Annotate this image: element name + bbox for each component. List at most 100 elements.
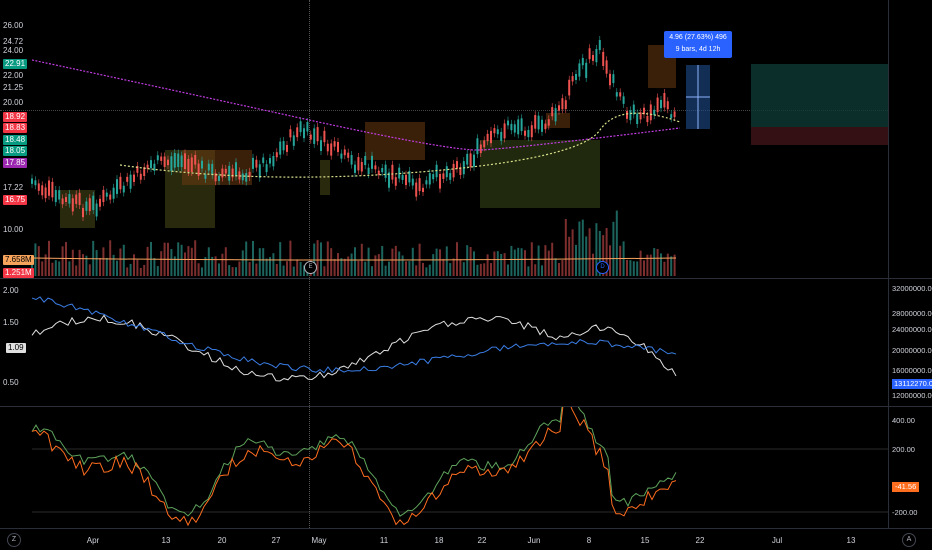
volume-bar	[54, 260, 57, 276]
volume-bar	[279, 242, 282, 276]
candle-body	[78, 192, 81, 205]
candle-body	[255, 159, 258, 168]
volume-bar	[401, 255, 404, 276]
volume-bar	[615, 210, 618, 276]
volume-bar	[405, 261, 407, 276]
auto-scale-button[interactable]: A	[902, 533, 916, 547]
candle-body	[391, 164, 394, 180]
candle-body	[109, 194, 112, 200]
candle-body	[68, 194, 71, 204]
volume-bar	[354, 247, 356, 276]
candle-body	[309, 134, 312, 140]
candle-body	[615, 92, 618, 97]
pane-separator-1[interactable]	[0, 278, 932, 279]
volume-bar	[126, 267, 129, 276]
candle-body	[313, 128, 316, 144]
volume-bar	[218, 263, 220, 276]
candle-body	[415, 182, 418, 197]
price-badge: 18.05	[3, 146, 28, 156]
volume-bar	[184, 252, 186, 276]
volume-bar	[112, 254, 115, 276]
candle-body	[354, 164, 356, 173]
volume-bar	[520, 248, 523, 276]
volume-bar	[129, 263, 132, 276]
volume-bar	[320, 242, 322, 276]
candle-body	[411, 178, 414, 186]
volume-bar	[146, 246, 149, 276]
price-tick: 24.00	[3, 46, 24, 55]
candle-body	[619, 92, 622, 97]
measure-tooltip: 4.96 (27.63%) 496 9 bars, 4d 12h	[664, 31, 732, 58]
earnings-event-marker[interactable]: E	[304, 261, 317, 274]
candle-body	[408, 170, 411, 183]
time-axis-label: 22	[477, 536, 487, 545]
price-badge: 18.83	[3, 123, 28, 133]
pane2-left-tick: 0.50	[3, 378, 19, 387]
candle-body	[269, 158, 271, 164]
candle-body	[483, 140, 486, 148]
volume-bar	[109, 240, 112, 276]
volume-bar	[170, 249, 173, 276]
candle-body	[636, 113, 639, 125]
candle-body	[184, 153, 186, 170]
volume-line	[31, 296, 677, 374]
volume-ma-line	[31, 257, 677, 261]
candle-body	[136, 166, 139, 173]
candle-body	[153, 163, 156, 171]
candle-body	[469, 153, 472, 168]
target-zone	[751, 64, 888, 127]
candle-body	[221, 168, 224, 178]
volume-bar	[636, 261, 639, 276]
candle-body	[228, 165, 231, 181]
volume-bar	[547, 250, 550, 276]
price-chart-pane[interactable]	[0, 0, 888, 278]
candle-body	[479, 144, 482, 154]
candle-body	[129, 174, 132, 189]
indicator-pane-volume-ratio[interactable]	[0, 279, 888, 406]
volume-bar	[248, 262, 251, 276]
volume-bar	[235, 267, 237, 276]
volume-bar	[272, 253, 275, 276]
volume-bar	[119, 248, 122, 276]
zone-box	[365, 122, 425, 160]
time-axis-label: May	[311, 536, 327, 545]
volume-bar	[292, 266, 295, 276]
candle-body	[653, 109, 656, 116]
volume-bar	[588, 228, 591, 276]
volume-bar	[68, 261, 71, 276]
volume-bar	[558, 262, 560, 276]
volume-bar	[156, 266, 159, 276]
candle-body	[112, 187, 115, 199]
volume-bar	[513, 249, 516, 276]
candle-body	[48, 180, 50, 196]
volume-bar	[44, 254, 47, 276]
volume-bar	[629, 260, 632, 276]
volume-bar	[398, 251, 401, 276]
candle-body	[558, 105, 560, 111]
volume-bar	[105, 257, 108, 276]
volume-bar	[88, 264, 91, 276]
pane2-right-tick: 12000000.00	[892, 391, 932, 400]
indicator-pane-cci[interactable]	[0, 407, 888, 528]
candle-body	[289, 129, 292, 138]
volume-bar	[632, 261, 635, 276]
candle-body	[245, 173, 248, 182]
volume-bar	[456, 242, 458, 276]
candle-body	[425, 180, 428, 185]
candle-body	[187, 158, 190, 172]
dividend-event-marker[interactable]: D	[596, 261, 609, 274]
volume-bar	[541, 265, 543, 276]
volume-bar	[476, 264, 479, 276]
volume-bar	[585, 236, 588, 276]
volume-bar	[133, 254, 135, 276]
volume-bar	[374, 255, 377, 276]
candle-body	[632, 104, 635, 115]
timezone-button[interactable]: Z	[7, 533, 21, 547]
pane-separator-2[interactable]	[0, 406, 932, 407]
volume-bar	[381, 245, 384, 276]
volume-bar	[238, 261, 241, 276]
candle-body	[602, 51, 605, 66]
candle-body	[75, 194, 78, 204]
volume-bar	[432, 254, 435, 276]
time-axis-label: 22	[695, 536, 705, 545]
